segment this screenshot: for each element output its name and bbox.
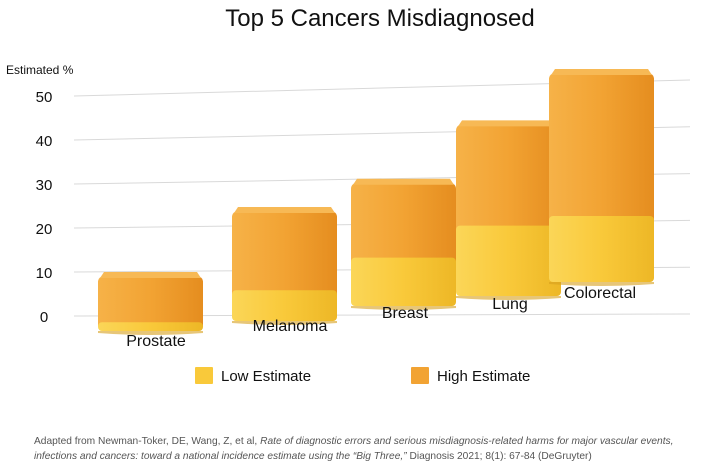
y-tick-label: 50 bbox=[36, 89, 53, 106]
legend-label-high: High Estimate bbox=[437, 368, 530, 385]
bar-low-colorectal bbox=[549, 216, 654, 282]
bar-base-shadow bbox=[549, 282, 654, 286]
bar-base-shadow bbox=[232, 321, 337, 325]
category-label: Colorectal bbox=[564, 285, 636, 302]
chart-title: Top 5 Cancers Misdiagnosed bbox=[225, 5, 535, 32]
legend: Low Estimate High Estimate bbox=[195, 367, 530, 385]
y-tick-label: 30 bbox=[36, 177, 53, 194]
bar-top-colorectal bbox=[551, 69, 652, 75]
y-axis-ticks: 0 10 20 30 40 50 bbox=[36, 89, 53, 326]
bar-base-shadow bbox=[98, 331, 203, 335]
bar-high-prostate bbox=[98, 276, 203, 331]
bar-low-breast bbox=[351, 257, 456, 306]
bar-top-breast bbox=[353, 178, 454, 185]
bar-low-prostate bbox=[98, 322, 203, 331]
bar-top-lung bbox=[458, 120, 559, 127]
bar-chart: Top 5 Cancers Misdiagnosed Estimated % 0… bbox=[6, 5, 691, 385]
bars bbox=[98, 69, 654, 335]
category-label: Prostate bbox=[126, 333, 186, 350]
bar-top-melanoma bbox=[234, 207, 335, 213]
footnote-suffix: Diagnosis 2021; 8(1): 67-84 (DeGruyter) bbox=[406, 451, 592, 462]
bar-base-shadow bbox=[351, 306, 456, 310]
category-label: Breast bbox=[382, 305, 429, 322]
y-tick-label: 40 bbox=[36, 133, 53, 150]
category-label: Lung bbox=[492, 296, 528, 313]
footnote-prefix: Adapted from Newman-Toker, DE, Wang, Z, … bbox=[34, 436, 261, 447]
bar-low-melanoma bbox=[232, 290, 337, 321]
y-axis-label: Estimated % bbox=[6, 63, 74, 77]
source-footnote: Adapted from Newman-Toker, DE, Wang, Z, … bbox=[34, 434, 714, 464]
legend-swatch-low bbox=[195, 367, 213, 384]
category-label: Melanoma bbox=[253, 318, 328, 335]
legend-swatch-high bbox=[411, 367, 429, 384]
y-tick-label: 20 bbox=[36, 221, 53, 238]
y-tick-label: 0 bbox=[40, 309, 48, 326]
legend-label-low: Low Estimate bbox=[221, 368, 311, 385]
y-tick-label: 10 bbox=[36, 265, 53, 282]
footnote-article-title: Rate of diagnostic errors and serious mi… bbox=[34, 436, 674, 462]
bar-base-shadow bbox=[456, 296, 561, 300]
bar-top-prostate bbox=[100, 272, 201, 278]
bar-low-lung bbox=[456, 225, 561, 296]
category-labels: Prostate Melanoma Breast Lung Colorectal bbox=[126, 285, 636, 350]
